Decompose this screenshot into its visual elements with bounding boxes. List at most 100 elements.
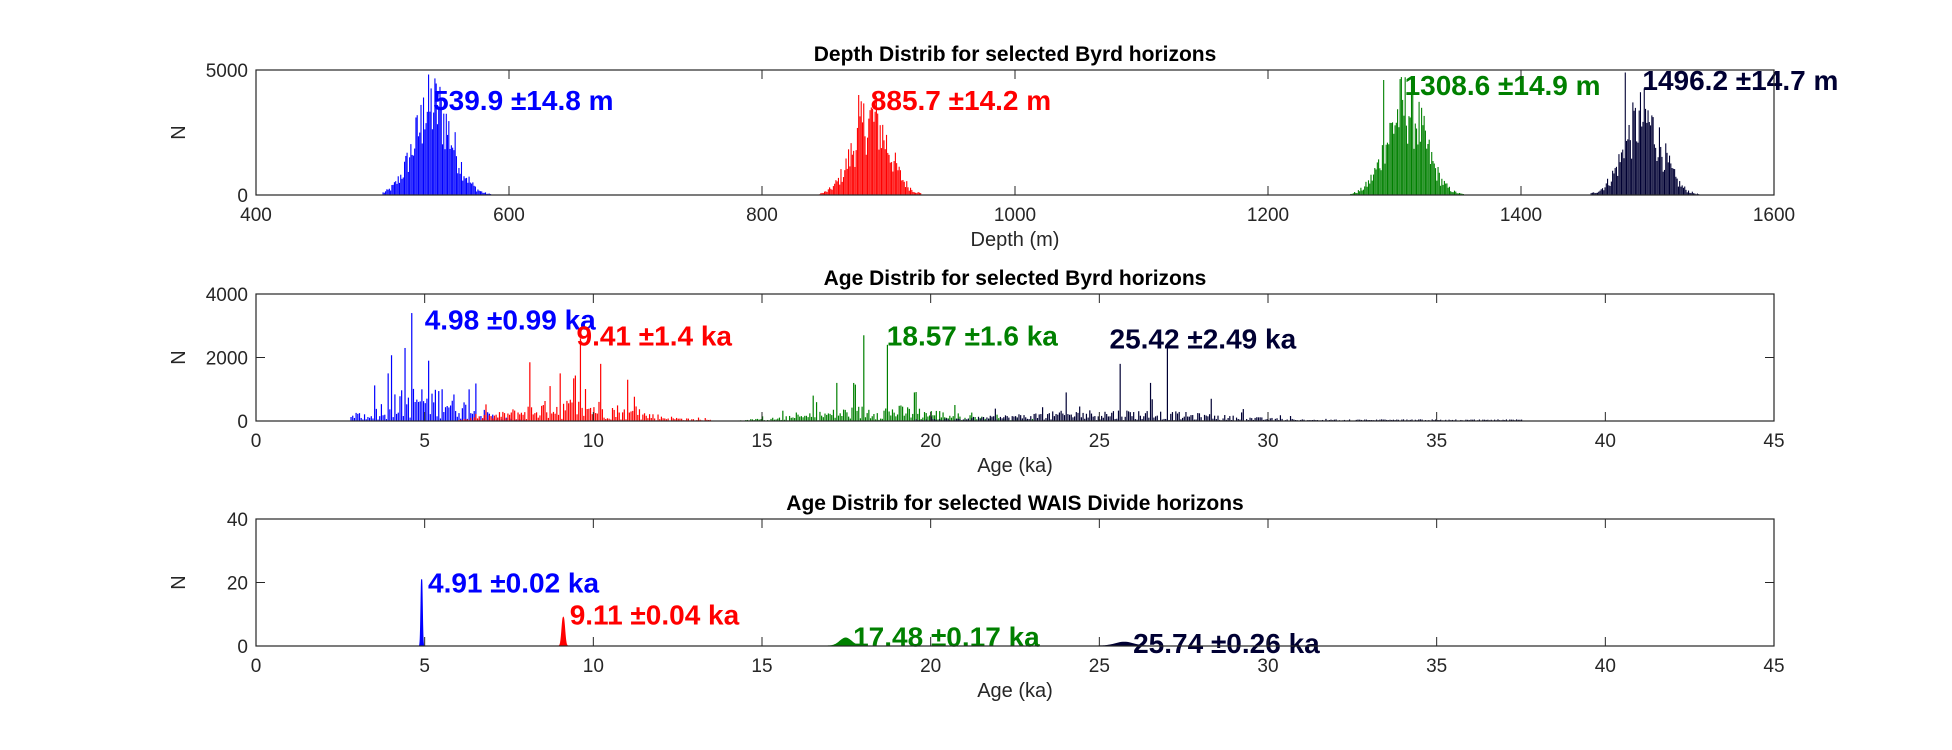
histogram-bar xyxy=(1674,169,1676,195)
histogram-bar xyxy=(903,415,905,421)
histogram-bar xyxy=(861,122,864,195)
histogram-bar xyxy=(1384,419,1386,421)
y-tick-label: 20 xyxy=(227,574,248,595)
histogram-bar xyxy=(1205,415,1207,421)
histogram-bar xyxy=(841,181,843,195)
histogram-bar xyxy=(807,417,809,421)
histogram-bar xyxy=(1639,92,1642,195)
histogram-bar xyxy=(1050,419,1052,421)
histogram-bar xyxy=(915,192,917,195)
histogram-bar xyxy=(831,189,833,195)
histogram-bar xyxy=(1631,158,1633,195)
histogram-bar xyxy=(1519,419,1521,421)
mean-label: 885.7 ±14.2 m xyxy=(871,85,1051,116)
histogram-bar xyxy=(874,111,876,195)
histogram-bar xyxy=(804,415,806,421)
histogram-bar xyxy=(679,418,681,421)
histogram-bar xyxy=(412,388,415,421)
histogram-bar xyxy=(464,178,466,195)
histogram-bar xyxy=(1041,407,1044,421)
histogram-bar xyxy=(573,378,575,421)
histogram-bar xyxy=(1605,183,1607,195)
histogram-bar xyxy=(601,409,603,421)
histogram-bar xyxy=(911,189,913,195)
histogram-bar xyxy=(1128,411,1130,421)
histogram-bar xyxy=(883,140,885,195)
histogram-bar xyxy=(488,415,490,421)
histogram-bar xyxy=(920,418,922,421)
histogram-bar xyxy=(1380,170,1382,195)
histogram-bar xyxy=(645,415,647,421)
histogram-bar xyxy=(1048,413,1050,421)
histogram-bar xyxy=(1646,122,1648,195)
histogram-bar xyxy=(451,400,453,421)
histogram-bar xyxy=(871,416,873,421)
histogram-bar xyxy=(999,416,1002,421)
histogram-bar xyxy=(1286,419,1288,421)
histogram-bar xyxy=(387,189,389,195)
histogram-bar xyxy=(1227,418,1229,421)
histogram-bar xyxy=(1685,189,1687,195)
histogram-bar xyxy=(981,417,983,421)
histogram-bar xyxy=(797,414,799,421)
histogram-bar xyxy=(896,163,898,195)
histogram-bar xyxy=(488,193,490,195)
histogram-bar xyxy=(483,414,485,421)
histogram-bar xyxy=(907,407,909,421)
histogram-bar xyxy=(362,419,364,421)
histogram-bar xyxy=(530,407,533,421)
histogram-bar xyxy=(664,418,666,421)
histogram-bar xyxy=(861,406,863,421)
histogram-bar xyxy=(972,416,975,421)
histogram-bar xyxy=(475,413,477,421)
y-tick-label: 4000 xyxy=(206,285,248,306)
histogram-bar xyxy=(957,413,959,421)
histogram-bar xyxy=(1187,416,1189,421)
histogram-bar xyxy=(1658,127,1660,195)
histogram-bar xyxy=(934,419,936,421)
histogram-bar xyxy=(873,121,875,195)
histogram-bar xyxy=(627,379,629,421)
histogram-bar xyxy=(424,403,426,421)
histogram-bar xyxy=(1146,411,1148,421)
histogram-bar xyxy=(873,414,875,421)
histogram-bar xyxy=(1608,185,1610,195)
histogram-bar xyxy=(417,401,420,421)
histogram-bar xyxy=(915,419,917,421)
histogram-bar xyxy=(855,150,857,195)
histogram-bar xyxy=(777,418,779,421)
histogram-bar xyxy=(1651,115,1653,195)
histogram-bar xyxy=(891,409,894,421)
histogram-bar xyxy=(1431,151,1433,195)
histogram-bar xyxy=(546,412,548,421)
histogram-bar xyxy=(387,373,389,422)
histogram-bar xyxy=(446,406,448,421)
x-tick-label: 25 xyxy=(1089,431,1110,452)
histogram-bar xyxy=(1453,190,1456,195)
histogram-bar xyxy=(1369,183,1371,195)
histogram-bar xyxy=(1691,191,1693,195)
histogram-bar xyxy=(393,182,395,195)
histogram-bar xyxy=(589,407,592,421)
histogram-bar xyxy=(881,418,883,421)
histogram-bar xyxy=(405,155,407,195)
histogram-bar xyxy=(600,363,602,421)
histogram-bar xyxy=(606,418,609,421)
histogram-bar xyxy=(866,413,868,421)
histogram-bar xyxy=(1446,183,1448,195)
histogram-bar xyxy=(444,407,447,421)
histogram-bar xyxy=(509,414,511,421)
histogram-bar xyxy=(434,389,436,421)
x-axis-label: Depth (m) xyxy=(971,229,1060,251)
chart-panel-1: Depth Distrib for selected Byrd horizons… xyxy=(168,43,1838,251)
histogram-bar xyxy=(1261,417,1263,421)
histogram-bar xyxy=(1264,419,1266,421)
histogram-bar xyxy=(450,145,452,195)
histogram-bar xyxy=(859,418,862,421)
histogram-bar xyxy=(1410,78,1413,195)
histogram-bar xyxy=(944,418,946,421)
histogram-bar xyxy=(1433,163,1435,195)
histogram-bar xyxy=(401,390,403,421)
histogram-bar xyxy=(935,410,937,421)
histogram-bar xyxy=(1456,193,1458,195)
